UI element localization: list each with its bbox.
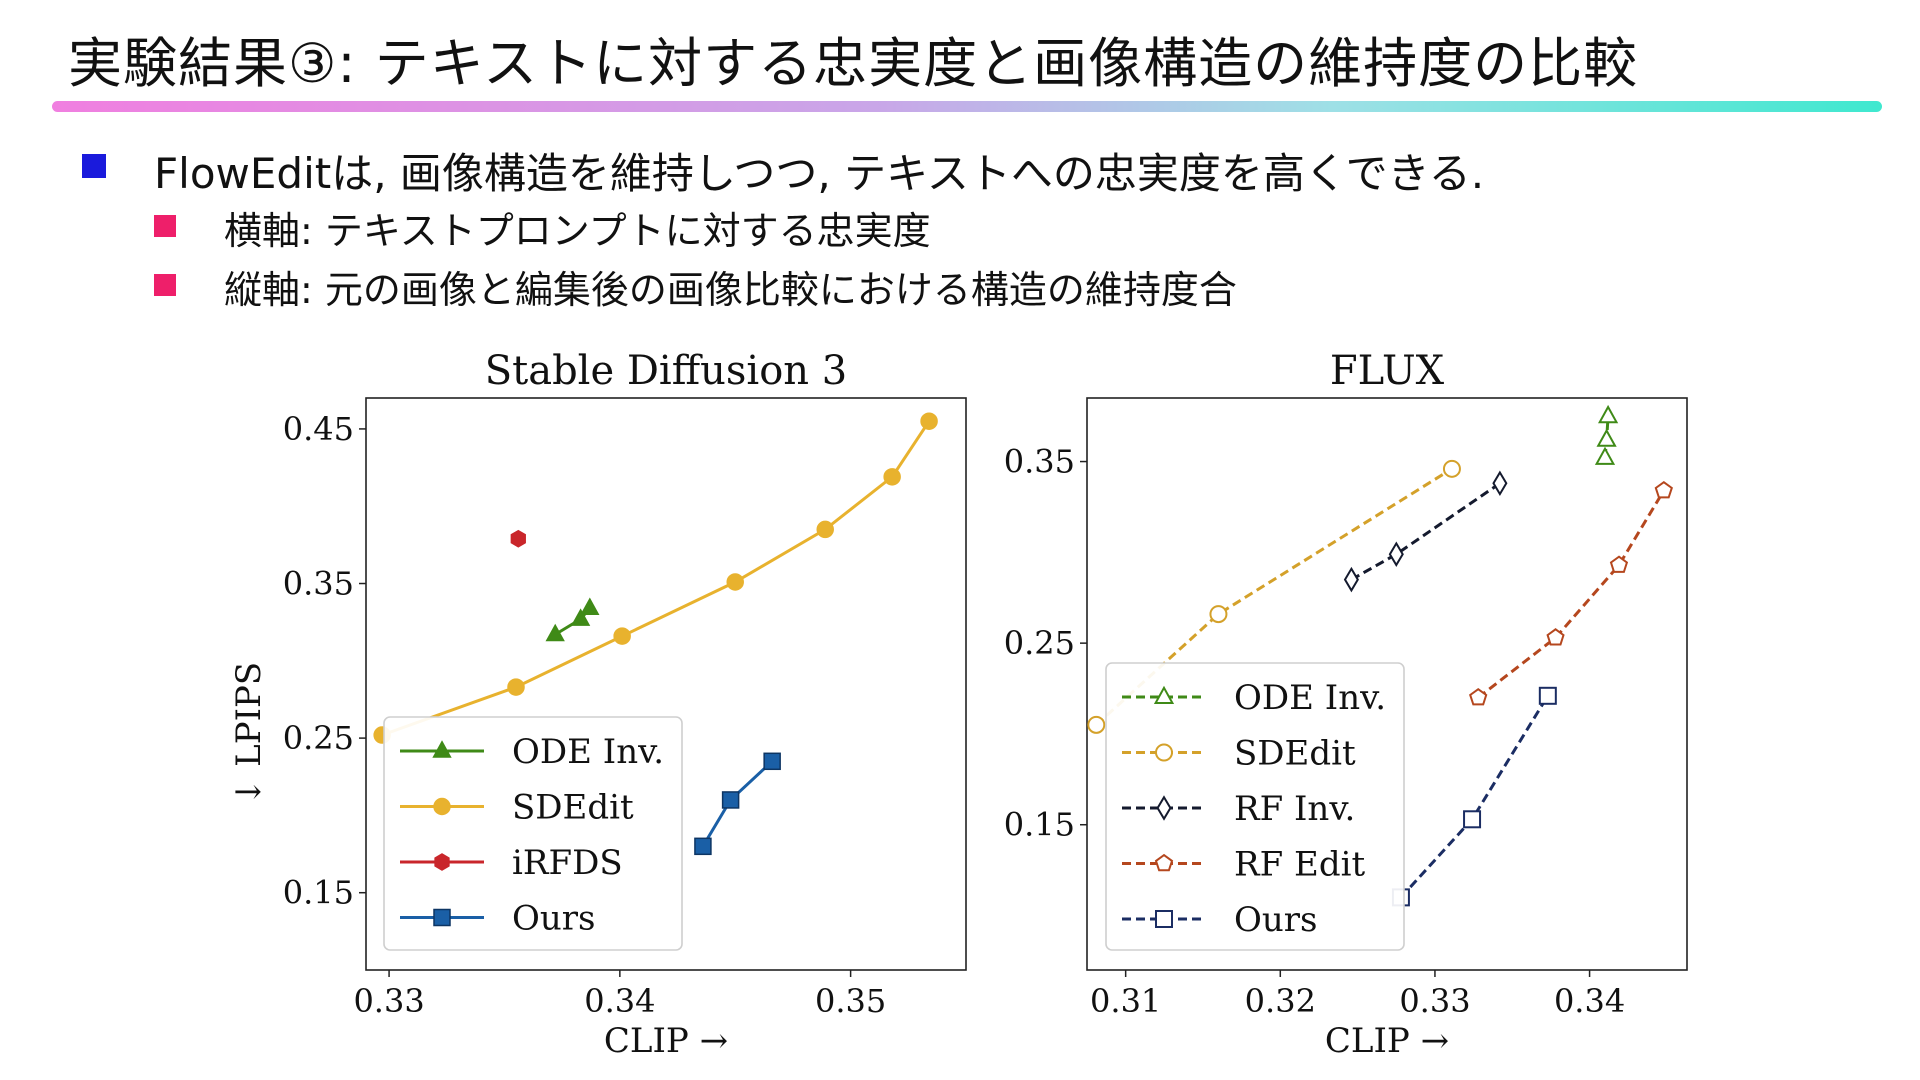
- data-point: [545, 623, 565, 642]
- y-tick-label: 0.15: [283, 874, 354, 912]
- legend-marker: [1156, 795, 1172, 821]
- chart-title: FLUX: [1330, 348, 1445, 394]
- bullet-sub-x-axis-text: 横軸: テキストプロンプトに対する忠実度: [224, 209, 931, 253]
- legend-label: RF Edit: [1234, 845, 1365, 885]
- data-point: [1654, 480, 1673, 499]
- data-point: [510, 529, 526, 548]
- data-point: [694, 837, 712, 856]
- bullet-sub-y-axis-text: 縦軸: 元の画像と編集後の画像比較における構造の維持度合: [224, 268, 1237, 312]
- data-point: [1469, 687, 1488, 706]
- legend-marker: [433, 797, 451, 816]
- data-point: [580, 597, 600, 615]
- legend-marker: [1155, 743, 1173, 762]
- bullet-square-icon: [154, 215, 176, 237]
- legend: ODE Inv. SDEdit iRFDS Ours: [383, 716, 683, 951]
- y-tick-label: 0.35: [283, 565, 354, 603]
- data-point: [1546, 628, 1565, 646]
- bullet-square-icon: [154, 274, 176, 296]
- legend: ODE Inv. SDEdit RF Inv. RF Edit Ours: [1105, 662, 1405, 951]
- data-point: [1343, 566, 1359, 593]
- x-axis-label: CLIP →: [1325, 1021, 1449, 1061]
- x-tick-label: 0.33: [353, 982, 424, 1020]
- bullet-square-icon: [82, 154, 106, 178]
- data-point: [883, 468, 901, 486]
- data-point: [570, 608, 591, 626]
- x-tick-label: 0.34: [584, 982, 655, 1020]
- y-tick-label: 0.15: [1004, 806, 1075, 844]
- y-tick-label: 0.25: [1004, 624, 1075, 662]
- series-line: [1350, 482, 1501, 581]
- bullet-main-text: FlowEditは, 画像構造を維持しつつ, テキストへの忠実度を高くできる.: [154, 149, 1485, 198]
- y-tick-label: 0.35: [1004, 443, 1075, 481]
- data-point: [726, 573, 744, 591]
- legend-marker: [1155, 910, 1173, 928]
- legend-marker: [433, 908, 451, 927]
- legend-label: ODE Inv.: [512, 732, 664, 772]
- data-point: [1463, 810, 1482, 829]
- bullet-main: FlowEditは, 画像構造を維持しつつ, テキストへの忠実度を高くできる.: [82, 140, 1484, 201]
- x-tick-label: 0.34: [1554, 982, 1625, 1020]
- data-point: [763, 752, 781, 771]
- data-point: [920, 412, 938, 430]
- data-point: [1388, 541, 1404, 567]
- bullet-sub-y-axis: 縦軸: 元の画像と編集後の画像比較における構造の維持度合: [154, 259, 1237, 314]
- data-point: [1609, 555, 1629, 573]
- y-tick-label: 0.45: [283, 410, 354, 448]
- data-point: [1209, 605, 1228, 624]
- data-point: [1596, 428, 1617, 447]
- data-point: [1598, 404, 1619, 424]
- data-point: [1594, 446, 1616, 465]
- bullet-sub-x-axis: 横軸: テキストプロンプトに対する忠実度: [154, 200, 931, 255]
- chart-1: Stable Diffusion 3 0.33 0.34 0.35 0.15 0.25 0.…: [229, 348, 967, 1061]
- x-axis-label: CLIP →: [604, 1021, 728, 1061]
- data-point: [1492, 470, 1508, 497]
- y-axis-label: ↓ LPIPS: [229, 662, 269, 806]
- legend-label: iRFDS: [512, 843, 623, 883]
- data-point: [1538, 686, 1557, 705]
- data-point: [507, 678, 525, 696]
- legend-box: [383, 716, 683, 951]
- legend-label: SDEdit: [1234, 734, 1356, 774]
- data-point: [1442, 459, 1461, 478]
- legend-label: Ours: [512, 899, 595, 939]
- legend-marker: [434, 853, 450, 871]
- chart-title: Stable Diffusion 3: [485, 348, 847, 394]
- legend-label: ODE Inv.: [1234, 678, 1386, 718]
- x-tick-label: 0.33: [1399, 982, 1470, 1020]
- series-line: [1477, 489, 1666, 699]
- legend-marker: [432, 740, 452, 758]
- plot-area: [1087, 404, 1673, 907]
- chart-2: FLUX 0.31 0.32 0.33 0.34 0.15 0.25 0.35 CLIP → OD…: [1004, 348, 1688, 1061]
- legend-label: RF Inv.: [1234, 789, 1355, 829]
- legend-marker: [1154, 853, 1174, 872]
- x-tick-label: 0.35: [815, 982, 886, 1020]
- legend-label: SDEdit: [512, 788, 634, 828]
- legend-marker: [1153, 685, 1175, 704]
- y-tick-label: 0.25: [283, 719, 354, 757]
- legend-box: [1105, 662, 1405, 951]
- x-tick-label: 0.32: [1245, 982, 1316, 1020]
- legend-label: Ours: [1234, 900, 1317, 940]
- data-point: [613, 627, 631, 645]
- title-underline: [52, 101, 1882, 112]
- data-point: [816, 520, 834, 539]
- data-point: [1087, 715, 1106, 734]
- x-tick-label: 0.31: [1090, 982, 1161, 1020]
- data-point: [721, 791, 740, 809]
- page-title: 実験結果③: テキストに対する忠実度と画像構造の維持度の比較: [68, 32, 1639, 95]
